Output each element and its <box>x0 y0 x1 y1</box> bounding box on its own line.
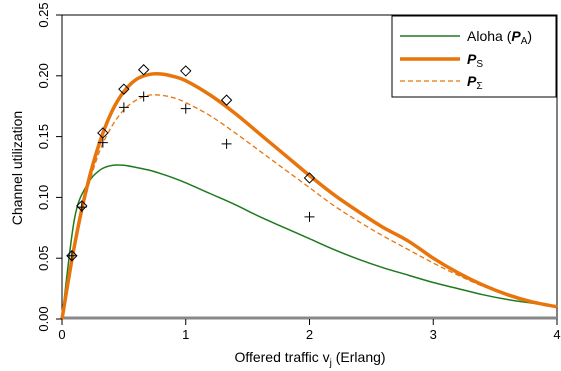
plus-marker <box>180 103 191 114</box>
diamond-marker <box>220 94 233 106</box>
x-tick-label: 3 <box>430 327 437 342</box>
x-tick-label: 1 <box>182 327 189 342</box>
plus-marker <box>76 202 87 213</box>
x-tick-label: 0 <box>58 327 65 342</box>
plus-marker <box>221 138 232 149</box>
diamond-marker <box>180 65 192 77</box>
axes-layer: 0 1 2 3 4 0.00 0.05 0.10 0.15 0.20 0.25 <box>36 2 561 342</box>
legend: Aloha (PA) PS PΣ <box>391 15 557 98</box>
legend-label-aloha: Aloha (PA) <box>467 28 532 47</box>
y-tick-label: 0.10 <box>36 185 51 210</box>
y-tick-label: 0.05 <box>36 246 51 271</box>
plus-marker <box>66 250 77 261</box>
legend-box <box>391 15 557 98</box>
x-axis-label: Offered traffic vj (Erlang) <box>234 349 385 369</box>
diamond-marker <box>303 172 316 184</box>
series-aloha-line <box>61 164 558 320</box>
plus-marker <box>118 102 129 113</box>
legend-label-ps: PS <box>467 51 483 70</box>
diamond-marker <box>137 64 150 76</box>
plus-marker <box>97 137 108 148</box>
diamond-marker <box>118 83 130 95</box>
plus-marker <box>138 91 149 102</box>
series-psigma-line <box>61 94 558 320</box>
y-tick-label: 0.15 <box>36 124 51 149</box>
y-tick-label: 0.20 <box>36 63 51 88</box>
y-axis-label: Channel utilization <box>9 111 25 225</box>
marker-layer <box>66 64 316 262</box>
x-tick-label: 2 <box>306 327 313 342</box>
x-tick-label: 4 <box>553 327 560 342</box>
plus-marker <box>304 211 315 222</box>
y-tick-label: 0.00 <box>36 306 51 331</box>
series-layer <box>60 72 558 320</box>
y-tick-label: 0.25 <box>36 2 51 27</box>
series-ps-line <box>60 72 558 320</box>
legend-label-psigma: PΣ <box>467 73 483 92</box>
